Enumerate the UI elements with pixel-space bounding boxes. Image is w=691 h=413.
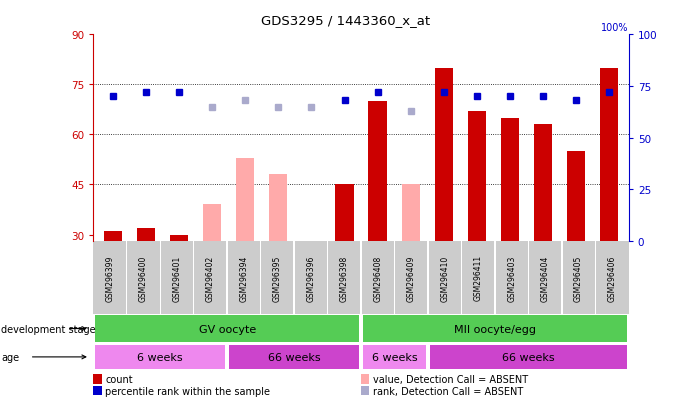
Bar — [600, 69, 618, 242]
Text: GSM296400: GSM296400 — [139, 254, 148, 301]
Bar — [335, 185, 354, 242]
Text: GSM296409: GSM296409 — [407, 254, 416, 301]
Bar — [567, 152, 585, 242]
Text: GSM296398: GSM296398 — [340, 255, 349, 301]
Bar — [170, 235, 189, 242]
Text: MII oocyte/egg: MII oocyte/egg — [454, 324, 536, 334]
Text: 66 weeks: 66 weeks — [502, 352, 555, 362]
Text: GSM296395: GSM296395 — [273, 254, 282, 301]
Text: GSM296403: GSM296403 — [507, 254, 516, 301]
Text: value, Detection Call = ABSENT: value, Detection Call = ABSENT — [372, 374, 528, 384]
Bar — [468, 112, 486, 242]
Text: GSM296404: GSM296404 — [540, 254, 549, 301]
Bar — [104, 232, 122, 242]
Text: GSM296399: GSM296399 — [106, 254, 115, 301]
Text: GSM296410: GSM296410 — [440, 255, 449, 301]
Text: rank, Detection Call = ABSENT: rank, Detection Call = ABSENT — [372, 386, 523, 396]
Text: GSM296406: GSM296406 — [607, 254, 616, 301]
Text: 100%: 100% — [601, 23, 629, 33]
Text: GV oocyte: GV oocyte — [198, 324, 256, 334]
Text: percentile rank within the sample: percentile rank within the sample — [105, 386, 270, 396]
Text: GSM296408: GSM296408 — [373, 255, 382, 301]
Text: development stage: development stage — [1, 324, 96, 334]
Text: GSM296411: GSM296411 — [474, 255, 483, 301]
Text: GDS3295 / 1443360_x_at: GDS3295 / 1443360_x_at — [261, 14, 430, 27]
Bar — [501, 119, 519, 242]
Text: GSM296394: GSM296394 — [239, 254, 248, 301]
Bar — [401, 185, 419, 242]
Text: 6 weeks: 6 weeks — [138, 352, 183, 362]
Bar — [269, 175, 287, 242]
Bar — [203, 205, 221, 242]
Text: 6 weeks: 6 weeks — [372, 352, 417, 362]
Text: GSM296402: GSM296402 — [206, 255, 215, 301]
Bar — [368, 102, 387, 242]
Text: count: count — [105, 374, 133, 384]
Text: GSM296401: GSM296401 — [173, 255, 182, 301]
Bar — [533, 125, 552, 242]
Text: age: age — [1, 352, 19, 362]
Bar — [435, 69, 453, 242]
Bar — [137, 228, 155, 242]
Text: GSM296396: GSM296396 — [306, 254, 315, 301]
Text: GSM296405: GSM296405 — [574, 254, 583, 301]
Bar — [236, 158, 254, 242]
Text: 66 weeks: 66 weeks — [268, 352, 321, 362]
